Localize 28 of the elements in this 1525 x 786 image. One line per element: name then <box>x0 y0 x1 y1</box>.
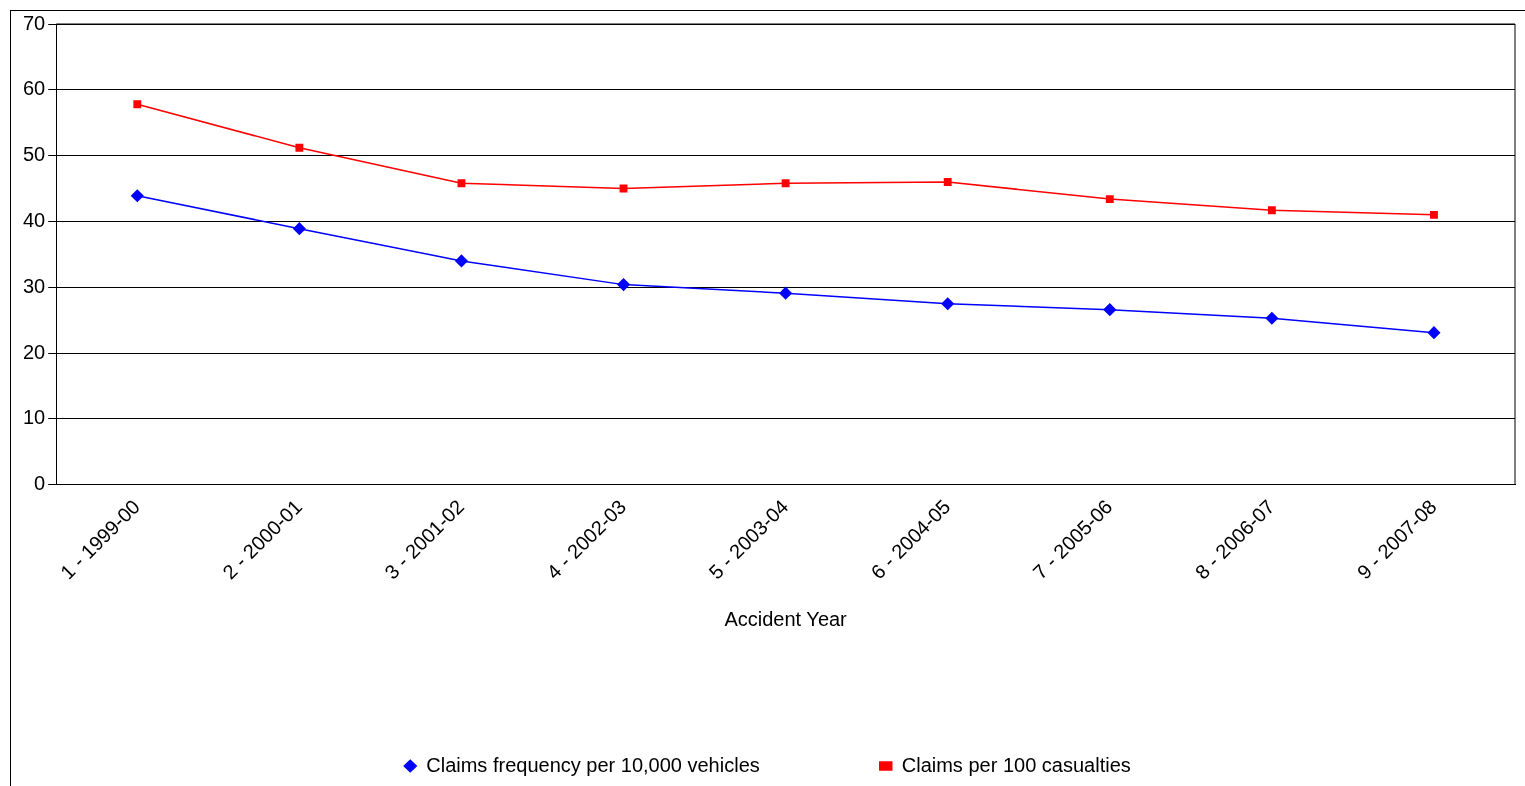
point <box>1427 326 1441 339</box>
point <box>293 222 306 235</box>
point <box>1265 311 1279 325</box>
point <box>941 297 954 310</box>
point <box>943 178 952 186</box>
point <box>781 179 790 188</box>
y-tick-label: 50 <box>23 143 46 166</box>
y-tick-label: 0 <box>34 472 46 495</box>
y-tick-label: 70 <box>23 11 46 34</box>
point <box>1103 303 1117 316</box>
y-tick-label: 10 <box>23 406 46 429</box>
point <box>295 143 304 152</box>
point <box>1267 206 1276 215</box>
x-axis-title: Accident Year <box>724 607 848 630</box>
point <box>455 254 468 268</box>
y-tick-label: 40 <box>23 208 46 231</box>
point <box>131 189 144 203</box>
y-tick-label: 20 <box>23 340 46 363</box>
y-tick-label: 30 <box>23 274 46 297</box>
legend-label: Claims frequency per 10,000 vehicles <box>426 753 760 776</box>
legend-label: Claims per 100 casualties <box>901 753 1131 776</box>
point <box>617 278 630 291</box>
point <box>133 100 142 109</box>
point <box>779 286 792 300</box>
point <box>457 179 466 188</box>
point <box>1430 210 1438 219</box>
point <box>1105 195 1114 203</box>
y-tick-label: 60 <box>23 77 46 100</box>
